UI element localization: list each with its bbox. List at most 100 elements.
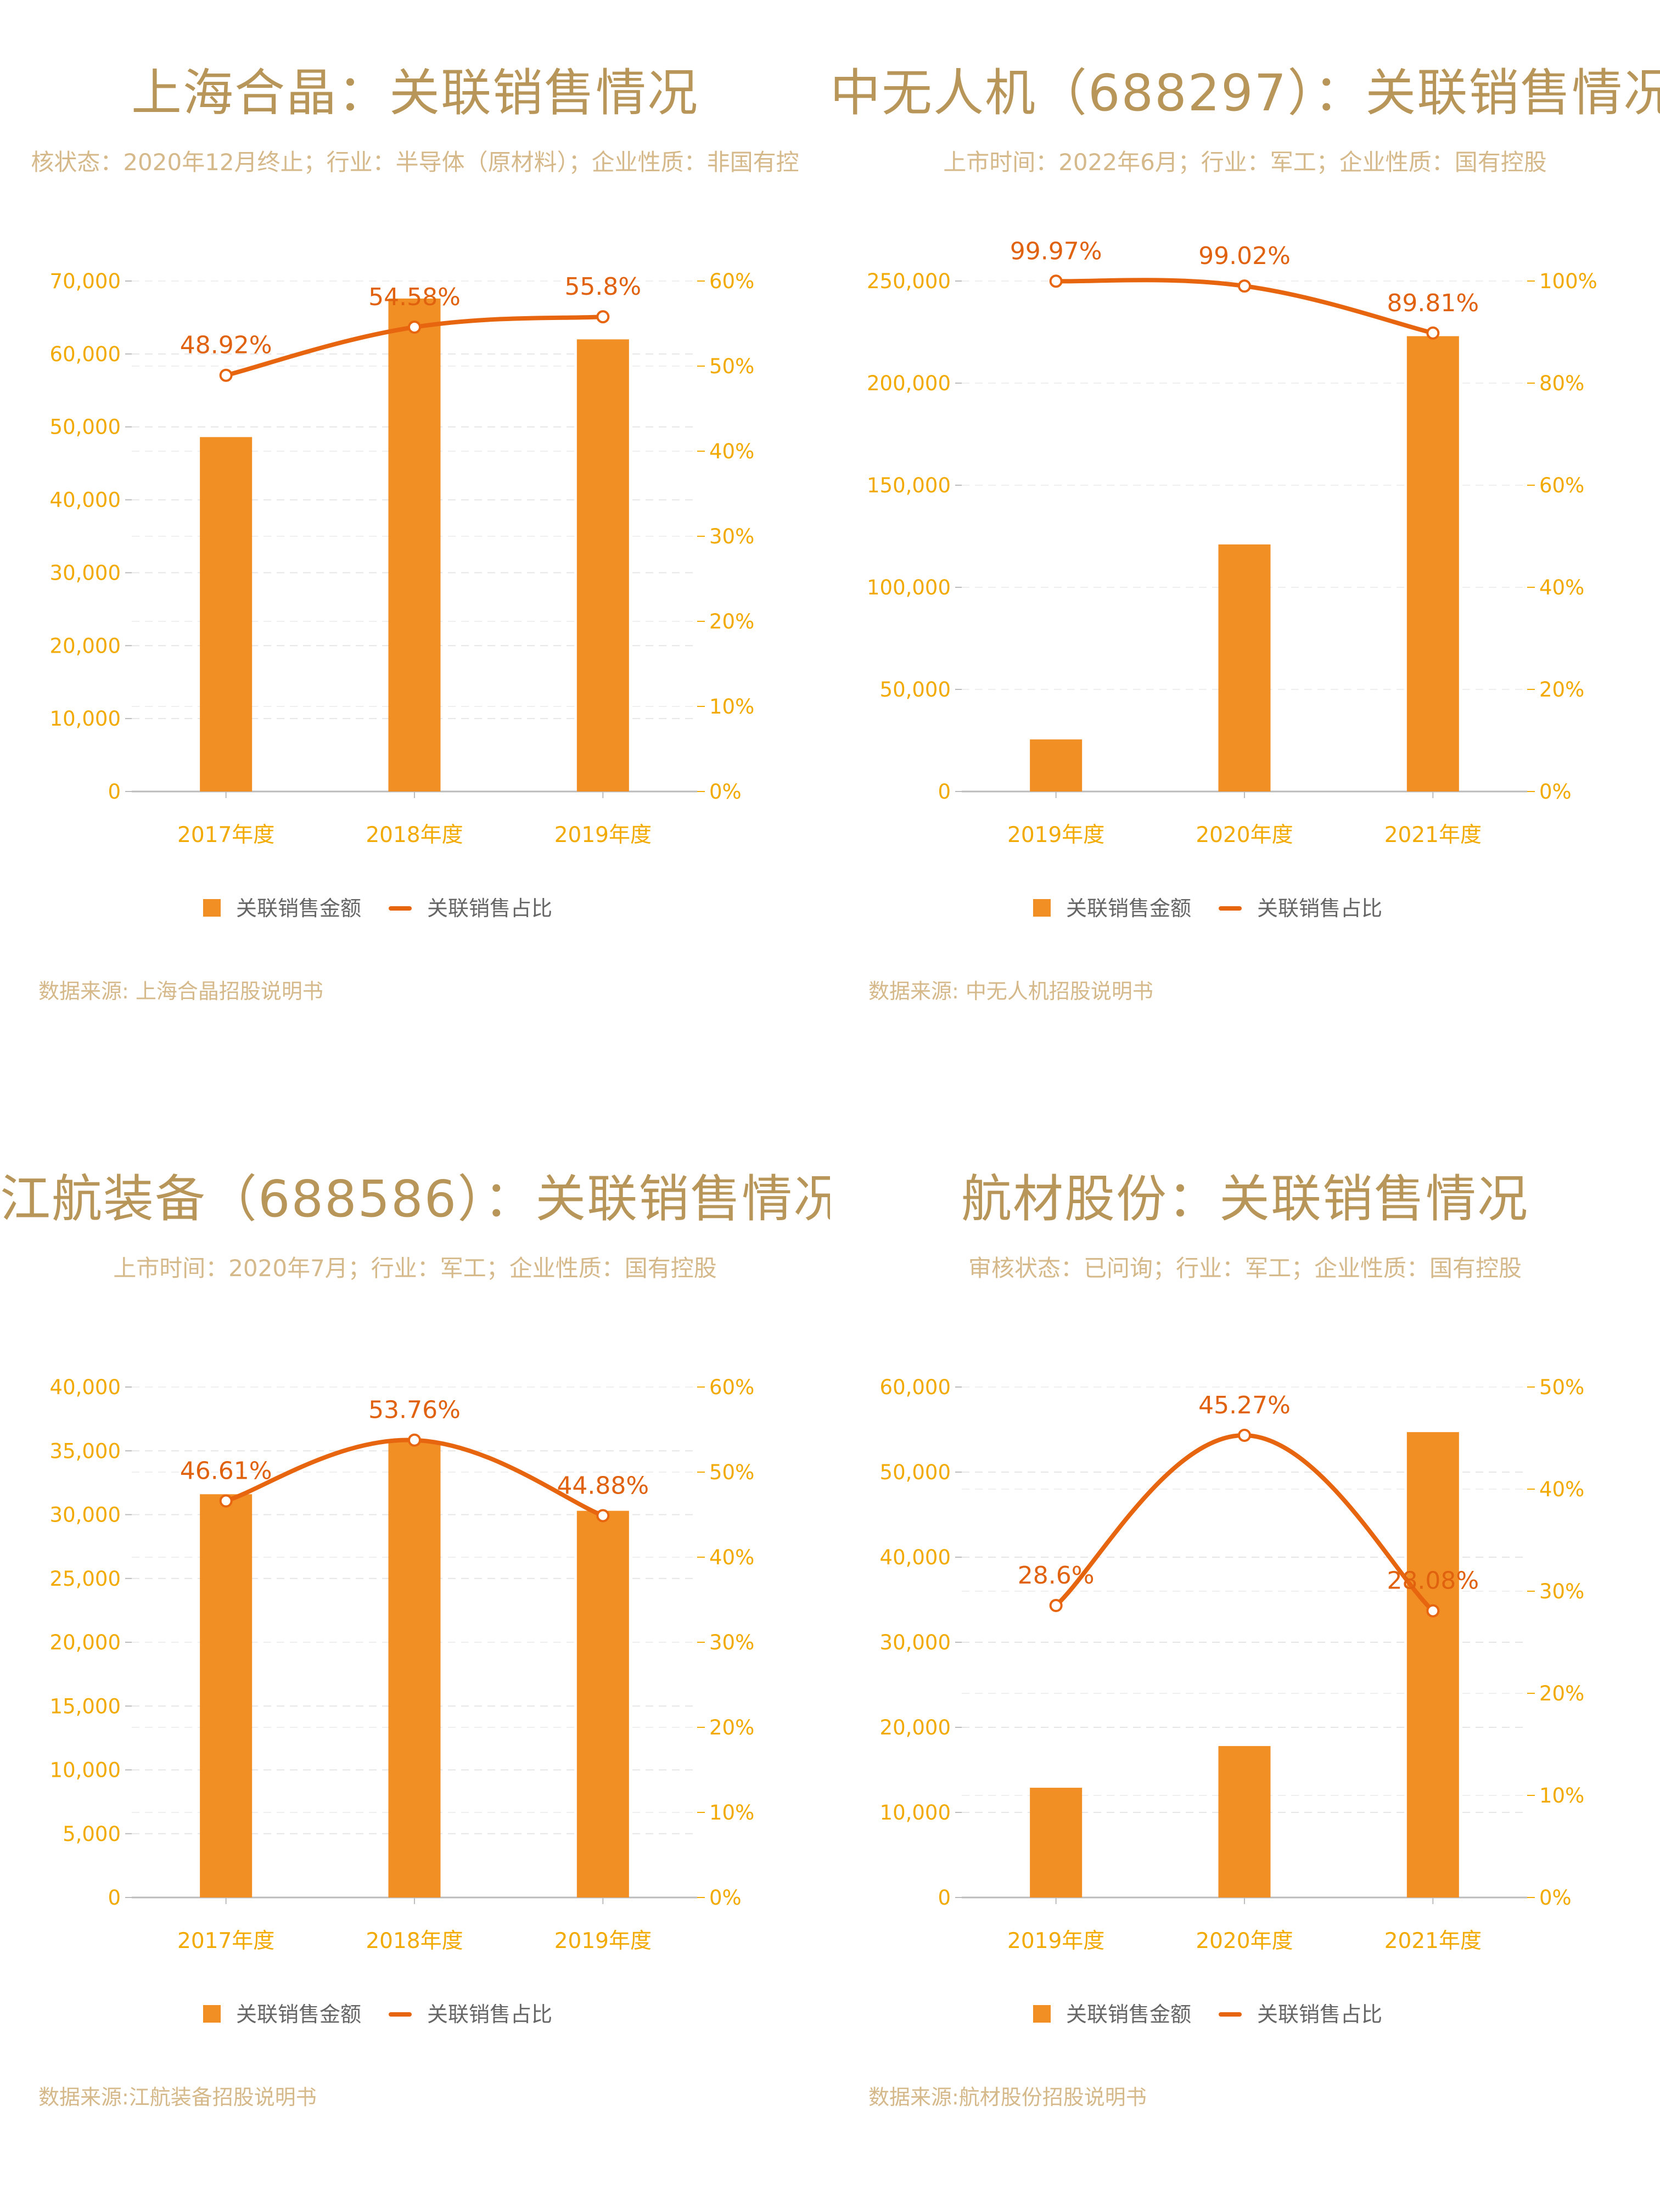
chart-subtitle: 上市时间：2020年7月；行业：军工；企业性质：国有控股 [113,1255,717,1282]
y-tick-label: 20,000 [880,1716,951,1739]
data-label: 28.6% [1018,1562,1095,1590]
chart-source: 数据来源:航材股份招股说明书 [868,2085,1147,2109]
x-tick-label: 2021年度 [1384,823,1482,847]
y-tick-label: 50,000 [880,678,951,701]
y2-tick-label: 0% [1539,780,1572,804]
y-tick-label: 35,000 [50,1439,121,1463]
y2-tick-label: 50% [709,1461,754,1484]
y2-tick-label: 80% [1539,372,1584,395]
bar [1218,544,1271,791]
y2-tick-label: 30% [709,1631,754,1654]
x-tick-label: 2020年度 [1196,823,1293,847]
bar [388,298,441,791]
y2-tick-label: 20% [1539,1682,1584,1705]
bar [200,437,253,791]
chart-title: 中无人机（688297）：关联销售情况 [830,64,1660,122]
y-tick-label: 50,000 [50,416,121,439]
chart-title: 航材股份：关联销售情况 [961,1170,1529,1228]
y-tick-label: 10,000 [880,1801,951,1824]
y2-tick-label: 10% [1539,1784,1584,1807]
x-tick-label: 2018年度 [366,1929,463,1953]
bar [200,1494,253,1897]
y2-tick-label: 10% [709,1801,754,1824]
y2-tick-label: 60% [709,270,754,293]
line-point [219,368,233,382]
y2-tick-label: 30% [1539,1580,1584,1603]
y-tick-label: 200,000 [867,372,951,395]
legend-bar-swatch [203,2005,221,2023]
y-tick-label: 0 [938,1886,951,1910]
x-tick-label: 2019年度 [1007,1929,1104,1953]
y-tick-label: 40,000 [50,489,121,512]
chart-svg: 0 5,000 10,000 15,000 20,000 25,000 30,000 35,0… [50,1376,755,2026]
legend-line-label: 关联销售占比 [1257,896,1382,920]
chart-subtitle: 审核状态：已问询；行业：军工；企业性质：国有控股 [968,1255,1522,1282]
bar [1030,739,1083,791]
line-point [1238,1428,1251,1442]
legend-bar-label: 关联销售金额 [236,2002,361,2026]
y-tick-label: 60,000 [50,343,121,366]
y2-tick-label: 40% [1539,1478,1584,1501]
y-tick-label: 5,000 [63,1822,121,1846]
y2-tick-label: 30% [709,525,754,548]
y-tick-label: 250,000 [867,270,951,293]
chart-source: 数据来源:江航装备招股说明书 [38,2085,317,2109]
y-tick-label: 30,000 [50,1503,121,1527]
line-point [1426,326,1440,340]
data-label: 45.27% [1198,1391,1291,1419]
line-point [1049,1599,1063,1613]
chart-subtitle: 上市时间：2022年6月；行业：军工；企业性质：国有控股 [943,149,1547,176]
bar [576,339,629,791]
x-tick-label: 2017年度 [177,823,274,847]
data-label: 89.81% [1387,289,1479,317]
y2-tick-label: 60% [1539,474,1584,497]
y-tick-label: 25,000 [50,1567,121,1591]
bar [1218,1746,1271,1897]
y2-tick-label: 40% [709,440,754,463]
legend-bar-label: 关联销售金额 [1066,2002,1191,2026]
y-tick-label: 30,000 [50,561,121,585]
y2-tick-label: 0% [709,1886,742,1910]
line-point [219,1494,233,1508]
line-series [1053,1433,1435,1613]
legend-bar-swatch [1033,2005,1051,2023]
line-point [596,310,610,324]
data-label: 99.97% [1010,237,1102,265]
y2-tick-label: 40% [1539,576,1584,599]
y2-tick-label: 10% [709,695,754,718]
bar [388,1441,441,1897]
legend-line-label: 关联销售占比 [1257,2002,1382,2026]
chart-title: 上海合晶：关联销售情况 [131,64,699,122]
data-label: 99.02% [1198,242,1291,270]
bar [1406,1432,1459,1897]
x-tick-label: 2018年度 [366,823,463,847]
x-tick-label: 2019年度 [554,823,652,847]
y-tick-label: 40,000 [880,1546,951,1569]
y-tick-label: 60,000 [880,1376,951,1399]
chart-svg: 0 50,000 100,000 150,000 200,000 250,000 0% 20%… [867,237,1597,920]
y-tick-label: 20,000 [50,1631,121,1654]
line-point [1426,1604,1440,1618]
x-tick-label: 2020年度 [1196,1929,1293,1953]
x-tick-label: 2021年度 [1384,1929,1482,1953]
y-tick-label: 30,000 [880,1631,951,1654]
data-label: 54.58% [368,283,461,311]
y-tick-label: 100,000 [867,576,951,599]
y-tick-label: 20,000 [50,634,121,658]
legend-line-label: 关联销售占比 [427,2002,552,2026]
x-tick-label: 2017年度 [177,1929,274,1953]
y2-tick-label: 0% [709,780,742,804]
y2-tick-label: 20% [1539,678,1584,701]
y-tick-label: 10,000 [50,707,121,731]
x-tick-label: 2019年度 [554,1929,652,1953]
data-label: 55.8% [564,273,641,301]
y2-tick-label: 20% [709,1716,754,1739]
line-point [596,1509,610,1523]
line-point [1238,279,1251,293]
legend-line-label: 关联销售占比 [427,896,552,920]
chart-panel-1: 上海合晶：关联销售情况 核状态：2020年12月终止；行业：半导体（原材料）；企… [0,0,830,1106]
bar [1030,1788,1083,1897]
y-tick-label: 10,000 [50,1759,121,1782]
legend-bar-swatch [203,899,221,917]
chart-panel-3: 江航装备（688586）：关联销售情况 上市时间：2020年7月；行业：军工；企… [0,1106,830,2212]
